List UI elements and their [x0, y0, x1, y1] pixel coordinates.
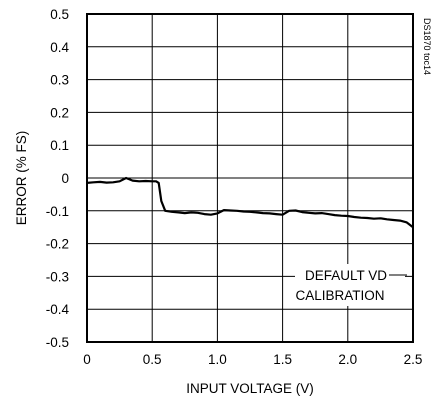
y-tick-label: 0.4 — [50, 40, 69, 55]
y-tick-label: -0.1 — [46, 204, 69, 219]
plot-frame — [86, 13, 414, 343]
x-tick-label: 1.5 — [273, 352, 292, 367]
x-tick-label: 1.0 — [208, 352, 227, 367]
x-tick-label: 0.5 — [143, 352, 162, 367]
y-tick-label: 0.5 — [50, 7, 69, 22]
y-tick-label: -0.3 — [46, 269, 69, 284]
y-tick-label: 0.2 — [50, 105, 69, 120]
y-tick-label: 0.3 — [50, 73, 69, 88]
y-tick-label: 0 — [61, 171, 69, 186]
x-axis-label: INPUT VOLTAGE (V) — [186, 381, 314, 396]
y-tick-label: -0.5 — [46, 335, 69, 350]
x-tick-label: 2.5 — [404, 352, 423, 367]
annotation-background — [295, 264, 405, 306]
annotation-line-1: DEFAULT VD — [305, 268, 387, 283]
figure-id: DS1870 toc14 — [422, 18, 432, 75]
y-tick-label: -0.2 — [46, 237, 69, 252]
annotation: DEFAULT VD CALIBRATION — [295, 264, 407, 306]
y-tick-labels: 0.5 0.4 0.3 0.2 0.1 0 -0.1 -0.2 -0.3 -0.4 -0.5 — [46, 7, 70, 350]
y-tick-label: 0.1 — [50, 138, 69, 153]
x-tick-label: 0 — [83, 352, 91, 367]
y-tick-label: -0.4 — [46, 302, 70, 317]
y-axis-label: ERROR (% FS) — [14, 131, 29, 226]
x-tick-labels: 0 0.5 1.0 1.5 2.0 2.5 — [83, 352, 422, 367]
series-line-default-vd-calibration — [86, 176, 414, 229]
x-tick-label: 2.0 — [338, 352, 357, 367]
annotation-line-2: CALIBRATION — [295, 288, 384, 303]
